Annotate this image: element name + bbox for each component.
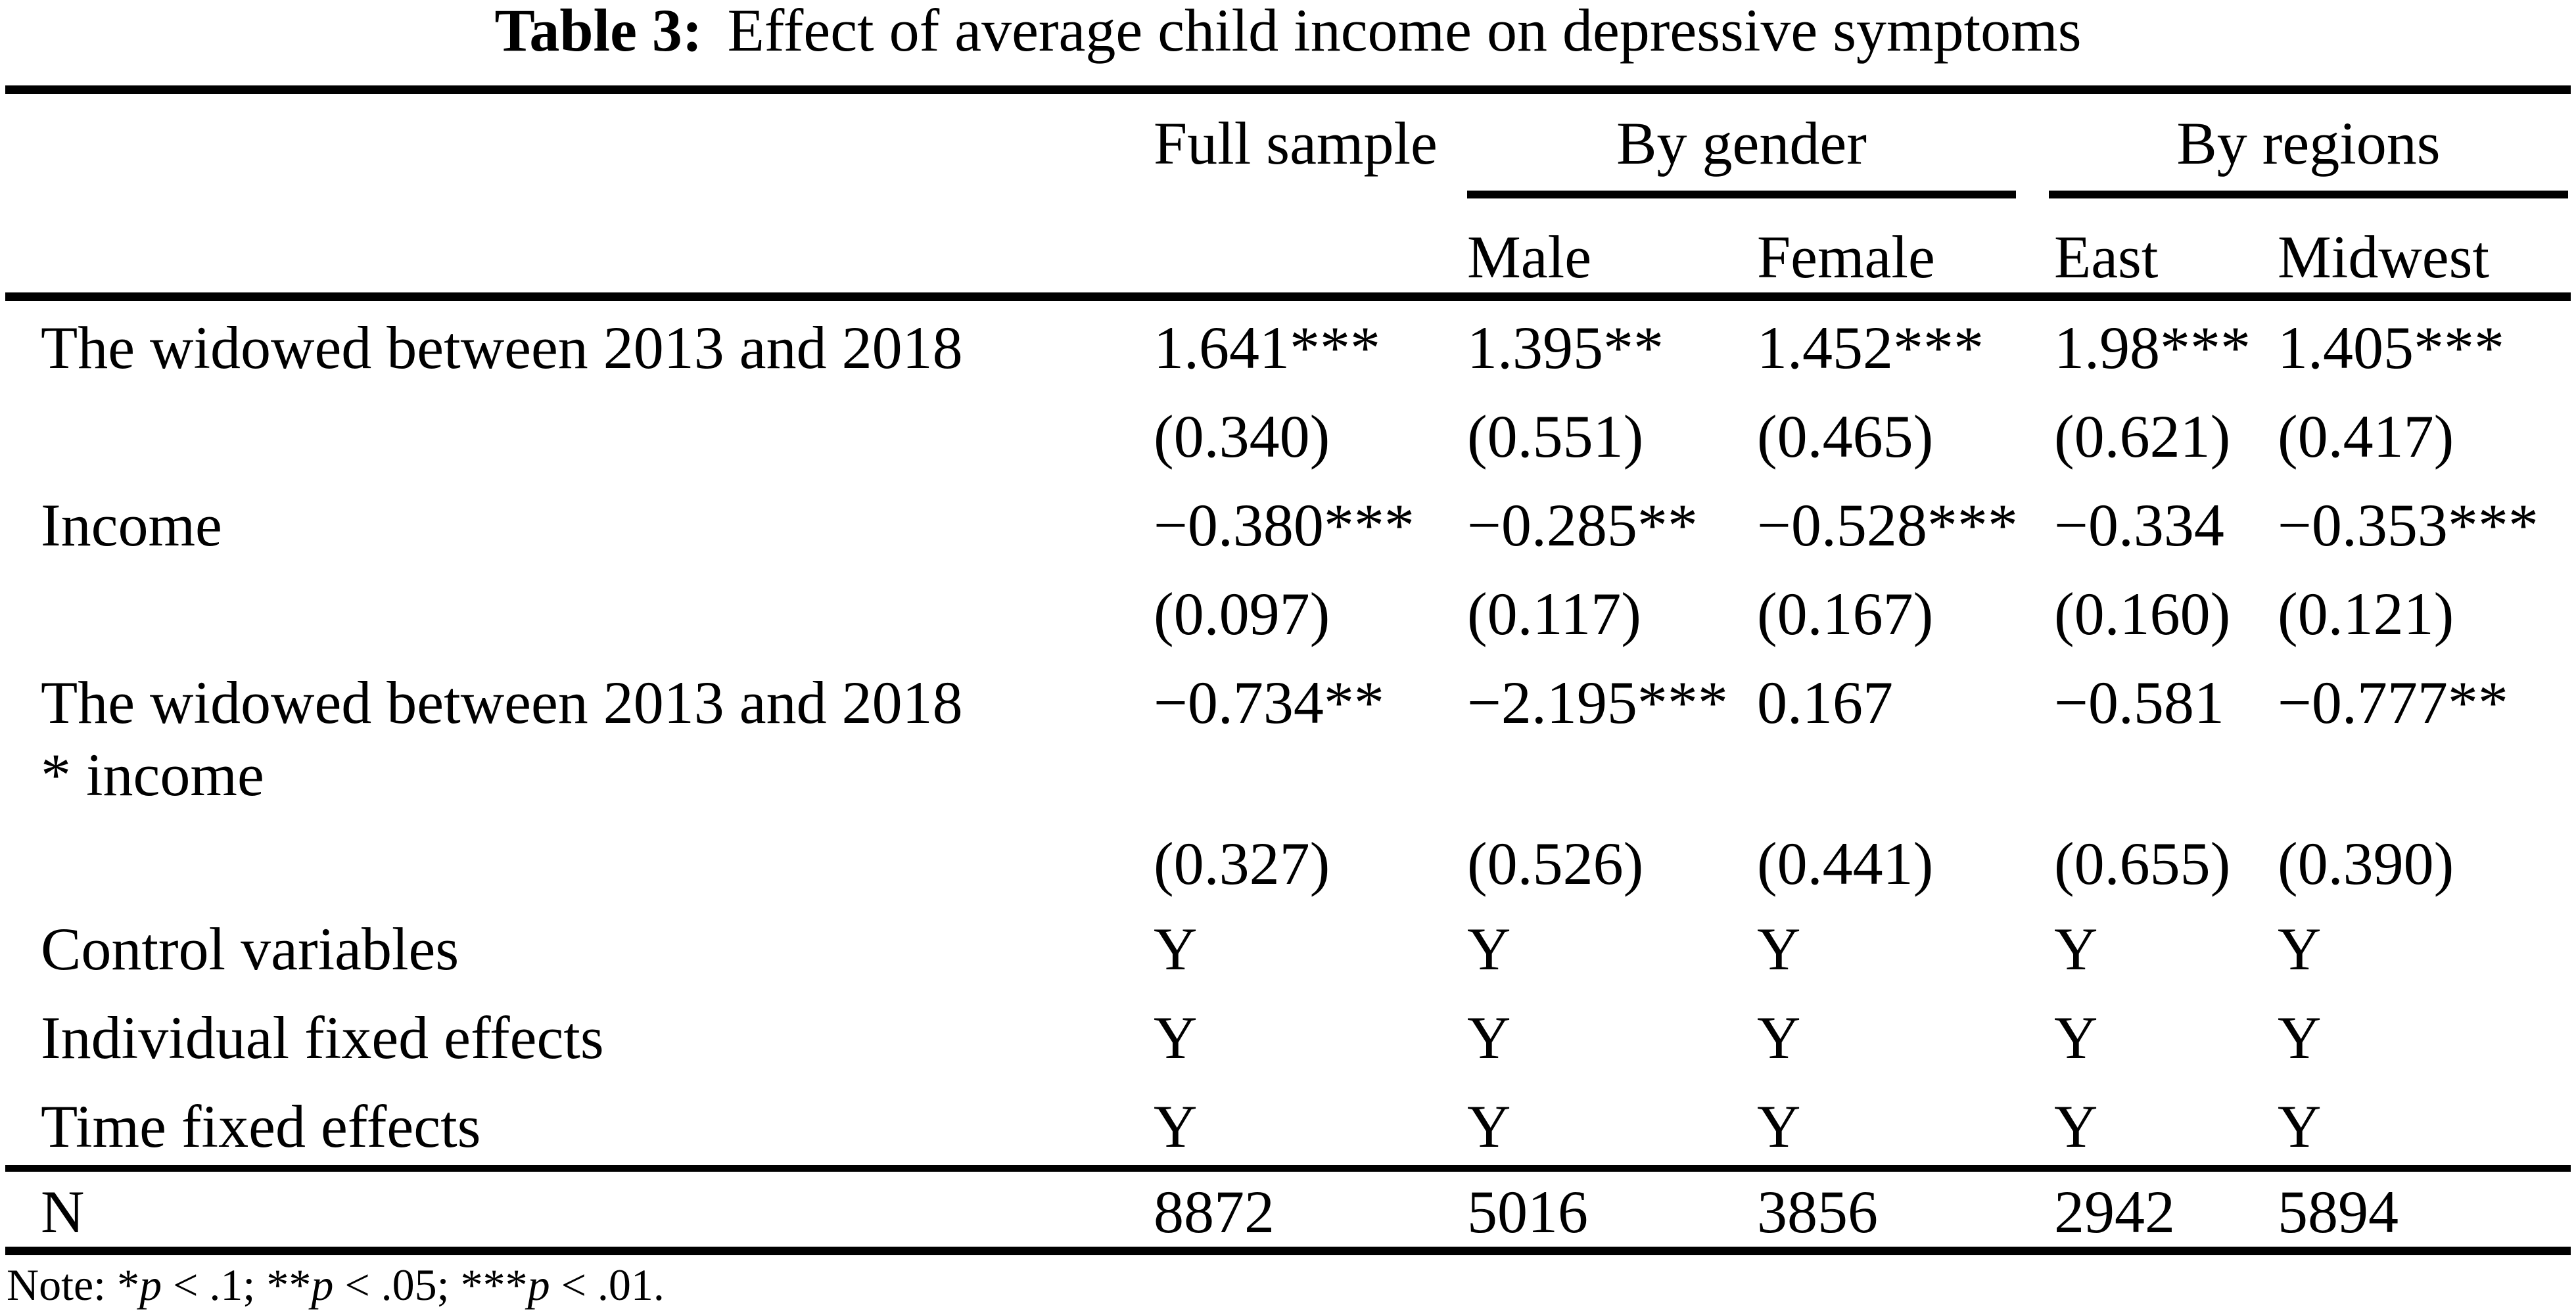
note-sig3-stars: *** [460, 1260, 528, 1310]
note-sig2-stars: ** [266, 1260, 312, 1310]
cell-income-se-full: (0.097) [1154, 580, 1330, 647]
cell-n-full: 8872 [1154, 1178, 1275, 1245]
row-label-income: Income [41, 492, 222, 559]
rule-top [5, 85, 2571, 94]
cell-interaction-se-male: (0.526) [1467, 830, 1644, 897]
note-sig1-stars: * [117, 1260, 140, 1310]
cell-n-east: 2942 [2054, 1178, 2175, 1245]
rule-header-bottom [5, 292, 2571, 301]
cell-individual-fe-female: Y [1757, 1004, 1801, 1071]
cell-income-se-female: (0.167) [1757, 580, 1934, 647]
cell-individual-fe-full: Y [1154, 1004, 1198, 1071]
rule-bottom [5, 1247, 2571, 1255]
cell-interaction-midwest: −0.777** [2278, 669, 2508, 736]
row-label-controls: Control variables [41, 915, 459, 982]
cell-widowed-se-female: (0.465) [1757, 403, 1934, 470]
cell-widowed-midwest: 1.405*** [2278, 314, 2504, 381]
cell-individual-fe-male: Y [1467, 1004, 1511, 1071]
cell-time-fe-male: Y [1467, 1093, 1511, 1160]
table-number: Table 3: [494, 0, 703, 64]
note-sig2-p: p [311, 1260, 334, 1310]
col-header-male: Male [1467, 223, 1592, 290]
col-group-by-regions: By regions [2176, 110, 2441, 177]
cell-controls-female: Y [1757, 915, 1801, 982]
cell-income-female: −0.528*** [1757, 492, 2018, 559]
note-sig1-cond: < .1; [162, 1260, 267, 1310]
col-header-female: Female [1757, 223, 1935, 290]
row-label-time-fe: Time fixed effects [41, 1093, 481, 1160]
row-label-n: N [41, 1178, 85, 1245]
cell-widowed-se-midwest: (0.417) [2278, 403, 2454, 470]
col-header-full-sample: Full sample [1154, 110, 1438, 177]
cell-individual-fe-east: Y [2054, 1004, 2098, 1071]
cell-n-midwest: 5894 [2278, 1178, 2399, 1245]
cell-income-se-east: (0.160) [2054, 580, 2231, 647]
cell-widowed-full: 1.641*** [1154, 314, 1380, 381]
cell-widowed-se-full: (0.340) [1154, 403, 1330, 470]
row-label-widowed: The widowed between 2013 and 2018 [41, 314, 963, 381]
cell-interaction-se-midwest: (0.390) [2278, 830, 2454, 897]
cell-controls-male: Y [1467, 915, 1511, 982]
cell-widowed-east: 1.98*** [2054, 314, 2251, 381]
note-sig3-p: p [527, 1260, 550, 1310]
cell-interaction-se-female: (0.441) [1757, 830, 1934, 897]
cell-widowed-male: 1.395** [1467, 314, 1664, 381]
col-group-by-gender: By gender [1616, 110, 1867, 177]
table-caption: Effect of average child income on depres… [727, 0, 2082, 64]
col-header-east: East [2054, 223, 2159, 290]
col-header-midwest: Midwest [2278, 223, 2489, 290]
cell-controls-midwest: Y [2278, 915, 2322, 982]
cell-interaction-male: −2.195*** [1467, 669, 1728, 736]
note-sig1-p: p [139, 1260, 162, 1310]
row-label-interaction-line1: The widowed between 2013 and 2018 [41, 669, 963, 736]
cell-income-se-male: (0.117) [1467, 580, 1641, 647]
cell-interaction-se-east: (0.655) [2054, 830, 2231, 897]
cell-income-east: −0.334 [2054, 492, 2224, 559]
cell-interaction-female: 0.167 [1757, 669, 1893, 736]
note-prefix: Note: [7, 1260, 118, 1310]
significance-note: Note: *p < .1; **p < .05; ***p < .01. [7, 1262, 665, 1307]
note-sig2-cond: < .05; [333, 1260, 461, 1310]
rule-spanner-regions [2049, 191, 2568, 198]
cell-n-female: 3856 [1757, 1178, 1878, 1245]
cell-widowed-se-male: (0.551) [1467, 403, 1644, 470]
cell-controls-full: Y [1154, 915, 1198, 982]
cell-income-midwest: −0.353*** [2278, 492, 2539, 559]
cell-widowed-se-east: (0.621) [2054, 403, 2231, 470]
cell-income-se-midwest: (0.121) [2278, 580, 2454, 647]
cell-time-fe-midwest: Y [2278, 1093, 2322, 1160]
cell-interaction-se-full: (0.327) [1154, 830, 1330, 897]
cell-n-male: 5016 [1467, 1178, 1588, 1245]
row-label-interaction-line2: * income [41, 741, 264, 808]
cell-time-fe-female: Y [1757, 1093, 1801, 1160]
cell-interaction-east: −0.581 [2054, 669, 2224, 736]
note-sig3-cond: < .01. [550, 1260, 665, 1310]
row-label-individual-fe: Individual fixed effects [41, 1004, 604, 1071]
rule-spanner-gender [1467, 191, 2016, 198]
cell-widowed-female: 1.452*** [1757, 314, 1984, 381]
cell-time-fe-full: Y [1154, 1093, 1198, 1160]
cell-income-full: −0.380*** [1154, 492, 1415, 559]
rule-above-n [5, 1165, 2571, 1172]
cell-controls-east: Y [2054, 915, 2098, 982]
cell-interaction-full: −0.734** [1154, 669, 1384, 736]
cell-income-male: −0.285** [1467, 492, 1698, 559]
cell-time-fe-east: Y [2054, 1093, 2098, 1160]
table-title: Table 3: Effect of average child income o… [0, 0, 2576, 60]
cell-individual-fe-midwest: Y [2278, 1004, 2322, 1071]
